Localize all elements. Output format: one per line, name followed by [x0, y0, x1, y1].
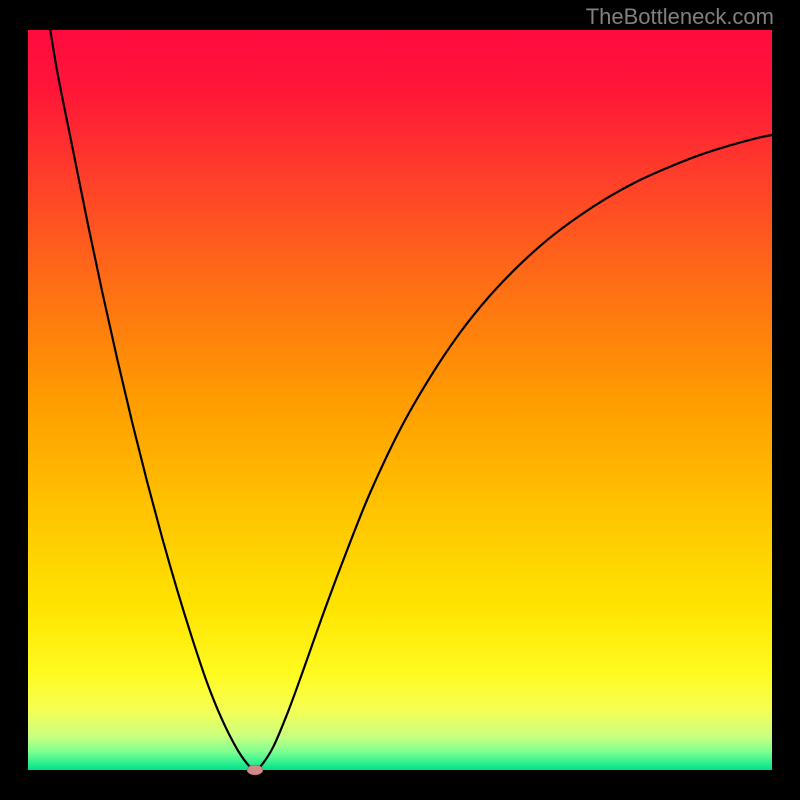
watermark-label: TheBottleneck.com — [586, 4, 774, 30]
optimum-marker — [247, 765, 263, 775]
chart-frame: TheBottleneck.com — [0, 0, 800, 800]
bottleneck-chart — [0, 0, 800, 800]
chart-gradient-bg — [28, 30, 772, 770]
